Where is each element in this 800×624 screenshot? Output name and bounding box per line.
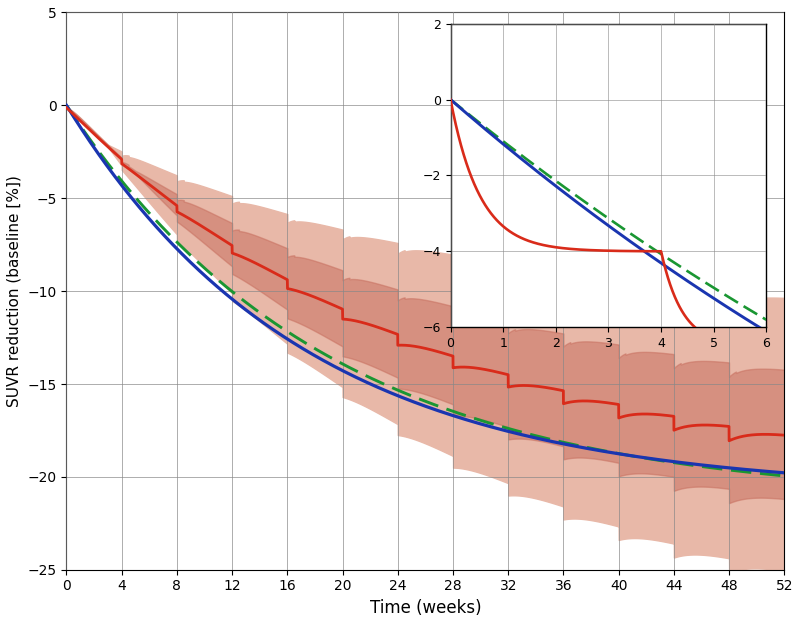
Y-axis label: SUVR reduction (baseline [%]): SUVR reduction (baseline [%]) xyxy=(7,175,22,407)
X-axis label: Time (weeks): Time (weeks) xyxy=(370,599,482,617)
